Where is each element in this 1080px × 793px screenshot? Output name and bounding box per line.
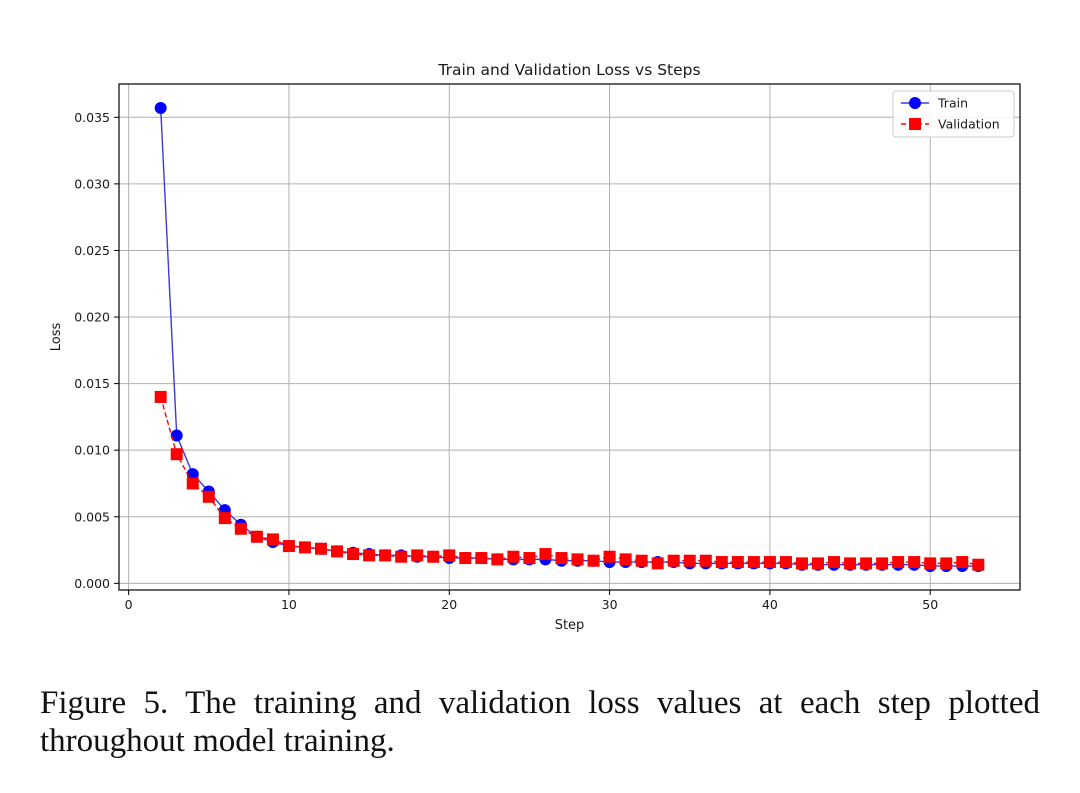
validation-point (603, 550, 616, 563)
plot-area (118, 83, 1021, 591)
validation-point (731, 556, 744, 569)
x-tick-label: 20 (441, 597, 457, 612)
validation-point (395, 550, 408, 563)
train-point (154, 101, 167, 114)
validation-point (667, 554, 680, 567)
validation-point (170, 448, 183, 461)
y-tick-label: 0.010 (74, 443, 110, 458)
x-axis-label: Step (555, 618, 585, 633)
validation-point (315, 542, 328, 555)
validation-point (475, 552, 488, 565)
validation-point (956, 556, 969, 569)
validation-point (234, 522, 247, 535)
y-axis-label: Loss (49, 323, 64, 352)
train-point (170, 429, 183, 442)
validation-point (443, 549, 456, 562)
legend-label: Train (937, 96, 968, 111)
validation-point (186, 477, 199, 490)
validation-point (811, 557, 824, 570)
validation-point (860, 557, 873, 570)
legend-label: Validation (938, 117, 1000, 132)
series-line-validation (160, 396, 979, 566)
y-tick-label: 0.030 (74, 176, 110, 191)
validation-point (571, 553, 584, 566)
validation-point (282, 540, 295, 553)
validation-point (459, 552, 472, 565)
validation-point (699, 554, 712, 567)
validation-point (523, 552, 536, 565)
axes: 0 10 20 30 40 50 0.000 0.005 0.010 0.015 0.020 0.02… (74, 110, 938, 612)
validation-point (828, 556, 841, 569)
validation-point (491, 553, 504, 566)
grid (119, 84, 1020, 590)
legend: Train Validation (892, 90, 1015, 138)
validation-point (363, 549, 376, 562)
x-tick-label: 10 (281, 597, 297, 612)
validation-point (683, 554, 696, 567)
y-tick-label: 0.035 (74, 110, 110, 125)
validation-point (892, 556, 905, 569)
validation-point (635, 554, 648, 567)
validation-point (651, 557, 664, 570)
validation-point (908, 556, 921, 569)
x-tick-label: 50 (922, 597, 938, 612)
validation-point (619, 553, 632, 566)
y-tick-label: 0.005 (74, 509, 110, 524)
validation-point (587, 554, 600, 567)
validation-point (411, 549, 424, 562)
validation-point (555, 552, 568, 565)
validation-point (972, 558, 985, 571)
chart-canvas: 0 10 20 30 40 50 0.000 0.005 0.010 0.015 0.020 0.02… (49, 61, 1021, 633)
legend-marker-train (909, 97, 921, 109)
series-validation (154, 390, 985, 571)
y-tick-label: 0.025 (74, 243, 110, 258)
validation-point (715, 556, 728, 569)
validation-point (154, 390, 167, 403)
x-tick-label: 40 (762, 597, 778, 612)
y-tick-label: 0.015 (74, 376, 110, 391)
validation-point (347, 548, 360, 561)
legend-marker-validation (909, 118, 921, 130)
validation-point (795, 557, 808, 570)
series-line-train (159, 107, 979, 567)
y-tick-label: 0.020 (74, 310, 110, 325)
validation-point (379, 549, 392, 562)
loss-chart: 0 10 20 30 40 50 0.000 0.005 0.010 0.015 0.020 0.02… (49, 61, 1021, 633)
validation-point (250, 530, 263, 543)
validation-point (844, 557, 857, 570)
x-tick-label: 0 (125, 597, 133, 612)
series-train (154, 101, 985, 573)
series-layer (154, 101, 985, 573)
train-point (186, 468, 199, 481)
validation-point (747, 556, 760, 569)
chart-title: Train and Validation Loss vs Steps (437, 61, 700, 79)
validation-point (298, 541, 311, 554)
validation-point (940, 557, 953, 570)
validation-point (779, 556, 792, 569)
figure-caption: Figure 5. The training and validation lo… (40, 685, 1040, 759)
validation-point (331, 545, 344, 558)
validation-point (218, 512, 231, 525)
validation-point (507, 550, 520, 563)
validation-point (876, 557, 889, 570)
validation-point (763, 556, 776, 569)
validation-point (924, 557, 937, 570)
validation-point (266, 533, 279, 546)
validation-point (427, 550, 440, 563)
validation-point (539, 548, 552, 561)
validation-point (202, 490, 215, 503)
y-tick-label: 0.000 (74, 576, 110, 591)
x-tick-label: 30 (602, 597, 618, 612)
